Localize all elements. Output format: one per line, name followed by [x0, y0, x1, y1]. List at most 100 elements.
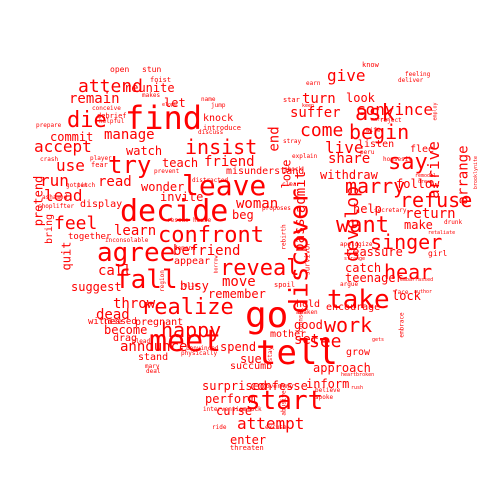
word-throw: throw — [113, 296, 156, 312]
word-name: name — [201, 96, 216, 103]
word-together: together — [68, 232, 112, 242]
word-gets: gets — [372, 337, 385, 343]
word-embarrassed: embarrassed — [400, 277, 434, 283]
word-drag: drag — [113, 333, 138, 344]
word-refuse: refuse — [400, 188, 473, 212]
word-happy: happy — [161, 318, 222, 342]
word-move: move — [222, 274, 256, 290]
word-teach: teach — [162, 156, 199, 170]
word-ask: ask — [355, 101, 395, 126]
word-shoplifter: shoplifter — [38, 203, 75, 210]
word-marry: marry — [345, 174, 406, 198]
word-knock: knock — [203, 113, 234, 124]
word-plead: plead — [132, 338, 151, 345]
word-believe: believe — [315, 387, 341, 394]
word-overhear: overhear — [266, 383, 295, 390]
word-know: know — [362, 61, 379, 69]
word-explain: explain — [292, 153, 318, 160]
word-hold: hold — [296, 299, 321, 310]
word-singer: singer — [370, 230, 443, 254]
word-pitch: pitch — [77, 182, 96, 189]
word-player: player — [90, 155, 112, 162]
word-commit: commit — [50, 130, 94, 144]
word-prepare: prepare — [36, 122, 62, 129]
word-woman: woman — [236, 196, 279, 212]
word-flee: flee — [410, 144, 435, 155]
word-fall: fall — [115, 265, 178, 295]
word-reject: reject — [380, 117, 402, 124]
word-let: let — [164, 96, 186, 110]
word-admit: admit — [293, 170, 310, 214]
word-dream: dream — [418, 179, 434, 185]
word-remember: remember — [208, 287, 266, 301]
word-return: return — [405, 206, 456, 222]
word-approach: approach — [313, 361, 371, 375]
word-hear: hear — [384, 260, 433, 284]
word-region: region — [158, 270, 166, 292]
word-fear: fear — [91, 161, 108, 169]
word-invite: invite — [160, 190, 204, 204]
word-employ: employ — [432, 102, 439, 121]
word-convinced: convinced — [186, 345, 219, 352]
word-helpful: helpful — [99, 118, 125, 125]
word-house: house — [193, 217, 212, 224]
word-physically: physically — [181, 350, 218, 357]
word-end: end — [266, 126, 283, 152]
word-insist: insist — [185, 135, 258, 159]
word-introduce: introduce — [203, 124, 241, 132]
word-pretend: pretend — [31, 175, 46, 227]
word-excuse: excuse — [265, 424, 287, 431]
word-stray: stray — [283, 138, 302, 145]
word-start: start — [245, 386, 324, 416]
word-open: open — [110, 65, 130, 74]
word-spend: spend — [220, 340, 257, 354]
word-reassure: reassure — [345, 245, 403, 259]
word-misunderstand: misunderstand — [226, 166, 305, 177]
word-try: try — [108, 151, 152, 179]
word-julie: julie — [180, 282, 199, 289]
word-girl: girl — [428, 249, 448, 258]
word-tell: tell — [256, 333, 338, 373]
word-distracted: distracted — [192, 177, 229, 184]
word-wife: wife — [366, 127, 381, 134]
word-come: come — [300, 120, 344, 141]
word-heartbroken: heartbroken — [341, 372, 375, 378]
word-reunite: reunite — [124, 81, 175, 95]
word-housesit: housesit — [383, 156, 412, 163]
word-bring: bring — [44, 213, 56, 245]
word-intervention: intervention — [203, 406, 247, 413]
word-die: die — [67, 108, 107, 133]
word-listen: listen — [358, 139, 395, 150]
word-abusive: abusive — [280, 390, 288, 416]
word-keep: keep — [302, 103, 315, 109]
word-teenager: teenager — [345, 271, 403, 285]
word-confesse: confesse — [250, 379, 308, 393]
word-withdraw: withdraw — [320, 168, 378, 182]
word-decide: decide — [120, 194, 229, 229]
word-lose: lose — [103, 317, 123, 326]
word-look: look — [346, 91, 375, 105]
word-want: want — [336, 213, 389, 238]
word-work: work — [324, 313, 373, 337]
word-survivor: survivor — [303, 241, 312, 276]
word-manage: manage — [104, 127, 155, 143]
word-borrow: borrow — [213, 255, 220, 274]
word-befriend: befriend — [173, 243, 241, 259]
word-debrief: debrief — [97, 112, 127, 120]
word-discuss: discuss — [198, 129, 224, 136]
word-set: set — [294, 332, 320, 348]
word-wonder: wonder — [141, 180, 185, 194]
word-share: share — [328, 151, 371, 167]
word-makes: makes — [142, 92, 161, 99]
word-read: read — [98, 174, 132, 190]
word-shock: shock — [284, 166, 303, 173]
word-mother: mother — [270, 329, 307, 340]
word-suffer: suffer — [290, 105, 341, 121]
word-make: make — [404, 218, 433, 232]
word-perform: perform — [205, 392, 256, 406]
word-lead: lead — [44, 186, 83, 205]
word-proposes: proposes — [262, 205, 291, 212]
word-confront: confront — [158, 223, 264, 248]
word-crash: crash — [40, 156, 59, 163]
